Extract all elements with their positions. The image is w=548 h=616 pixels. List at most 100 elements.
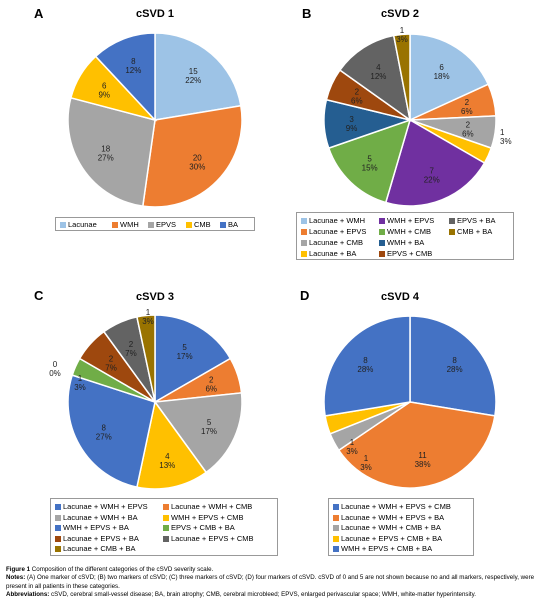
data-label-percent: 28% — [447, 365, 463, 374]
legend-swatch — [301, 229, 307, 235]
data-label-value: 15 — [189, 67, 198, 76]
legend-entry: WMH + BA — [379, 238, 424, 247]
pie-slice — [154, 314, 232, 404]
data-label-value: 1 — [78, 374, 83, 383]
data-label-value: 1 — [400, 26, 405, 35]
pie-slice — [337, 401, 496, 489]
data-label-value: 8 — [452, 356, 457, 365]
legend-swatch — [163, 504, 169, 510]
caption-abbr-label: Abbreviations: — [6, 590, 50, 598]
data-label-value: 2 — [209, 376, 214, 385]
panel-letter-d: D — [300, 288, 310, 303]
legend-label: Lacunae + EPVS — [309, 227, 367, 236]
legend-d: Lacunae + WMH + EPVS + CMB Lacunae + WMH … — [328, 498, 474, 556]
data-label-value: 1 — [146, 308, 151, 317]
legend-label: EPVS + BA — [457, 216, 496, 225]
legend-entry: BA — [220, 220, 238, 229]
legend-label: WMH + EPVS + CMB + BA — [341, 544, 433, 553]
legend-label: Lacunae — [68, 220, 97, 229]
pie-chart-b: 618%26%26% 13%722%515%39%26%412%13% — [323, 26, 512, 207]
pie-slice — [67, 96, 156, 207]
legend-label: WMH — [120, 220, 139, 229]
legend-entry: EPVS — [148, 220, 176, 229]
pie-slice — [409, 315, 497, 417]
legend-entry: Lacunae + EPVS + CMB — [163, 534, 254, 543]
caption-line-abbr: Abbreviations: cSVD, cerebral small-vess… — [6, 591, 544, 599]
data-label-value: 6 — [439, 63, 444, 72]
legend-swatch — [379, 251, 385, 257]
data-label-value: 5 — [182, 343, 187, 352]
pie-slice — [136, 314, 156, 403]
legend-entry: Lacunae + WMH — [301, 216, 365, 225]
data-label-percent: 9% — [346, 124, 358, 133]
data-label-percent: 3% — [500, 137, 512, 146]
legend-swatch — [449, 218, 455, 224]
legend-entry: WMH + EPVS — [379, 216, 434, 225]
caption-figure-label: Figure 1 — [6, 566, 31, 573]
data-label-percent: 27% — [98, 154, 114, 163]
legend-label: Lacunae + WMH + BA — [63, 512, 138, 522]
legend-swatch — [60, 222, 66, 228]
data-label-percent: 17% — [201, 427, 217, 436]
legend-label: Lacunae + CMB — [309, 238, 363, 247]
legend-entry: WMH + EPVS + CMB — [163, 513, 244, 522]
legend-entry: EPVS + CMB — [379, 249, 432, 258]
chart-title-c: cSVD 3 — [136, 291, 174, 303]
legend-swatch — [333, 546, 339, 552]
data-label-value: 3 — [349, 115, 354, 124]
legend-swatch — [333, 514, 339, 521]
legend-entry: EPVS + CMB + BA — [163, 523, 235, 532]
chart-title-b: cSVD 2 — [381, 8, 419, 20]
legend-entry: Lacunae + WMH + BA — [55, 513, 138, 522]
data-label-value: 1 — [350, 438, 355, 447]
pie-slice — [327, 118, 412, 204]
legend-entry: CMB + BA — [449, 227, 492, 236]
legend-label: EPVS — [156, 220, 177, 229]
data-label-percent: 28% — [357, 365, 373, 374]
legend-label: Lacunae + BA — [309, 249, 357, 258]
legend-entry: CMB — [186, 220, 211, 229]
data-label-percent: 3% — [396, 35, 408, 44]
caption-line-notes: Notes: (A) One marker of cSVD; (B) two m… — [6, 574, 544, 591]
legend-label: Lacunae + WMH + EPVS — [63, 502, 148, 511]
panel-letter-b: B — [302, 6, 312, 21]
data-label-value: 2 — [129, 340, 134, 349]
legend-entry: WMH + EPVS + CMB + BA — [333, 544, 432, 553]
data-label-value: 7 — [430, 166, 435, 175]
pie-slice — [94, 32, 156, 122]
pie-slice — [154, 32, 242, 121]
data-label-value: 2 — [466, 120, 471, 129]
legend-label: WMH + BA — [387, 238, 425, 247]
data-label-value: 2 — [355, 88, 360, 97]
legend-swatch — [301, 240, 307, 246]
data-label-percent: 12% — [125, 66, 141, 75]
legend-swatch — [379, 229, 385, 235]
legend-label: Lacunae + WMH — [309, 216, 366, 225]
figure-caption: Figure 1 Composition of the different ca… — [6, 566, 544, 599]
data-label-value: 4 — [165, 452, 170, 461]
legend-label: Lacunae + WMH + CMB — [171, 502, 253, 511]
pie-slice — [136, 400, 208, 490]
data-label-percent: 7% — [105, 363, 117, 372]
legend-swatch — [379, 240, 385, 246]
legend-a: Lacunae WMH EPVS CMB BA — [55, 217, 255, 231]
data-label-percent: 22% — [424, 175, 440, 184]
data-label-percent: 6% — [351, 97, 363, 106]
legend-entry: Lacunae + CMB — [301, 238, 363, 247]
data-label-percent: 0% — [49, 369, 61, 378]
data-label-value: 1 — [364, 454, 369, 463]
data-label-percent: 15% — [362, 163, 378, 172]
legend-label: EPVS + CMB + BA — [171, 523, 235, 532]
legend-label: Lacunae + EPVS + BA — [63, 533, 139, 543]
legend-label: WMH + EPVS + BA — [63, 523, 129, 532]
legend-entry: Lacunae + EPVS + BA — [55, 534, 139, 543]
panel-letter-a: A — [34, 6, 44, 21]
legend-label: EPVS + CMB — [387, 249, 433, 258]
data-label-value: 8 — [363, 356, 368, 365]
legend-swatch — [186, 222, 192, 228]
legend-swatch — [148, 222, 154, 228]
pie-slice — [141, 104, 243, 208]
data-label-percent: 12% — [370, 72, 386, 81]
legend-swatch — [333, 504, 339, 510]
